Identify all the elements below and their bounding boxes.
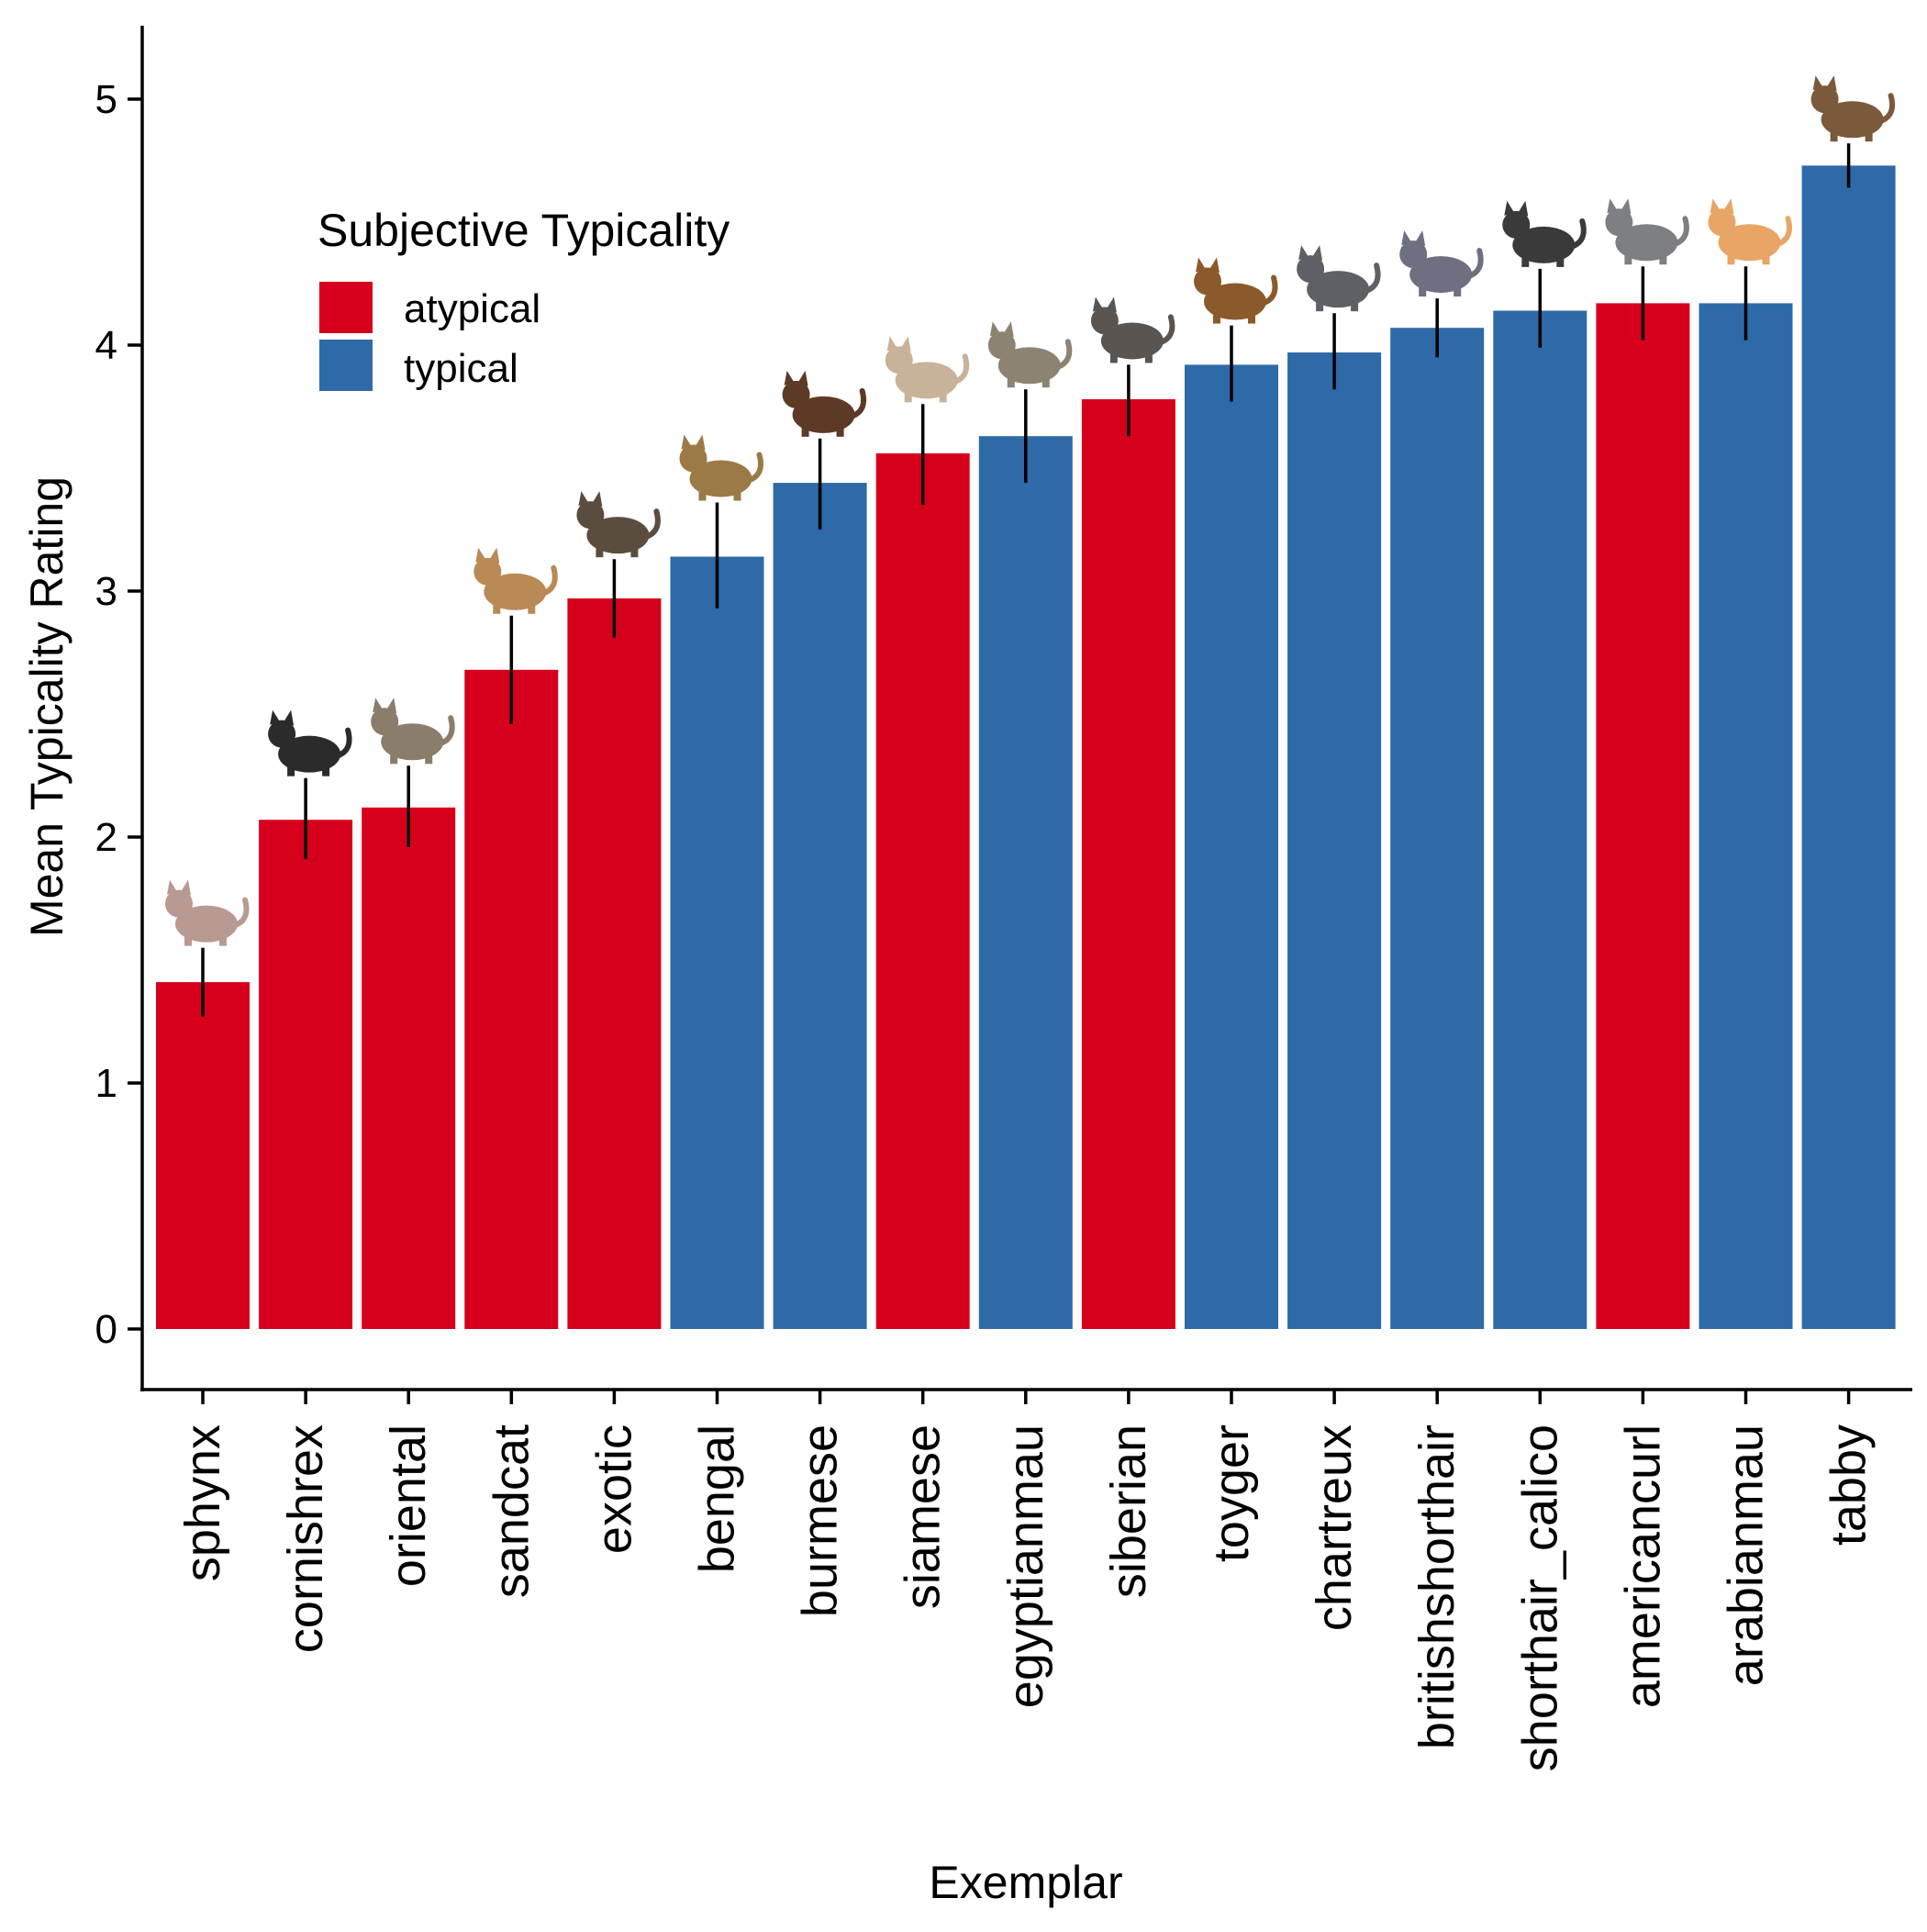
cat-image-bengal bbox=[679, 434, 763, 501]
x-tick-label-bengal: bengal bbox=[690, 1424, 745, 1573]
cat-image-siberian bbox=[1090, 296, 1175, 363]
x-tick-label-oriental: oriental bbox=[381, 1424, 436, 1587]
legend: Subjective Typicality atypical typical bbox=[317, 205, 730, 391]
cat-image-americancurl bbox=[1605, 198, 1689, 265]
cat-image-egyptianmau bbox=[987, 321, 1073, 388]
cat-image-arabianmau bbox=[1708, 198, 1792, 265]
x-tick-label-burmese: burmese bbox=[793, 1424, 848, 1617]
legend-label-typical: typical bbox=[404, 346, 518, 391]
x-tick-label-siamese: siamese bbox=[896, 1424, 951, 1609]
bar-toyger bbox=[1185, 364, 1278, 1329]
y-axis-title: Mean Typicality Rating bbox=[21, 476, 72, 937]
bar-tabby bbox=[1801, 165, 1896, 1329]
cat-image-toyger bbox=[1194, 257, 1278, 324]
x-tick-label-americancurl: americancurl bbox=[1615, 1424, 1670, 1708]
y-tick-label-5: 5 bbox=[95, 77, 117, 122]
bar-sphynx bbox=[156, 982, 250, 1329]
bar-arabianmau bbox=[1699, 303, 1793, 1329]
bar-bengal bbox=[670, 556, 764, 1329]
bar-shorthair_calico bbox=[1493, 310, 1587, 1329]
x-tick-label-britishshorthair: britishshorthair bbox=[1409, 1424, 1465, 1749]
cat-image-chartreux bbox=[1297, 245, 1381, 312]
bar-cornishrex bbox=[259, 820, 353, 1329]
cat-image-siamese bbox=[885, 336, 970, 403]
x-tick-label-toyger: toyger bbox=[1204, 1424, 1259, 1562]
legend-swatch-atypical bbox=[319, 282, 373, 333]
bar-britishshorthair bbox=[1390, 328, 1485, 1330]
legend-label-atypical: atypical bbox=[404, 286, 540, 331]
cat-image-burmese bbox=[782, 370, 867, 437]
cat-image-britishshorthair bbox=[1399, 230, 1484, 297]
bar-egyptianmau bbox=[978, 436, 1073, 1329]
bar-oriental bbox=[362, 807, 456, 1329]
x-axis-title: Exemplar bbox=[929, 1857, 1122, 1908]
cat-image-cornishrex bbox=[268, 709, 352, 776]
y-tick-label-3: 3 bbox=[95, 569, 117, 614]
x-tick-label-chartreux: chartreux bbox=[1307, 1424, 1362, 1631]
x-tick-label-egyptianmau: egyptianmau bbox=[998, 1424, 1053, 1708]
x-tick-label-exotic: exotic bbox=[586, 1424, 641, 1554]
bar-siamese bbox=[875, 452, 970, 1329]
cat-image-oriental bbox=[371, 698, 455, 765]
x-ticks-layer: sphynx cornishrex oriental sandcat exotic ben… bbox=[175, 1390, 1877, 1771]
y-tick-label-2: 2 bbox=[95, 815, 117, 860]
x-tick-label-arabianmau: arabianmau bbox=[1719, 1424, 1774, 1686]
cat-image-sandcat bbox=[473, 547, 558, 614]
x-tick-label-shorthair_calico: shorthair_calico bbox=[1512, 1424, 1567, 1771]
bar-siberian bbox=[1081, 399, 1175, 1329]
y-tick-label-4: 4 bbox=[95, 323, 117, 368]
x-tick-label-cornishrex: cornishrex bbox=[278, 1424, 333, 1653]
cat-images-layer bbox=[165, 75, 1896, 946]
x-tick-label-tabby: tabby bbox=[1821, 1424, 1877, 1546]
cat-image-sphynx bbox=[165, 879, 250, 946]
errorbars-layer bbox=[201, 143, 1851, 1017]
bar-americancurl bbox=[1596, 303, 1690, 1329]
bar-exotic bbox=[567, 598, 662, 1329]
y-ticks-layer: 0 1 2 3 4 5 bbox=[95, 77, 142, 1352]
bar-burmese bbox=[773, 483, 867, 1329]
legend-title: Subjective Typicality bbox=[317, 205, 730, 256]
x-tick-label-sphynx: sphynx bbox=[175, 1424, 230, 1581]
y-tick-label-0: 0 bbox=[95, 1307, 117, 1352]
bars-layer bbox=[156, 165, 1896, 1330]
legend-swatch-typical bbox=[319, 340, 373, 391]
cat-image-exotic bbox=[576, 491, 661, 558]
x-tick-label-sandcat: sandcat bbox=[484, 1424, 539, 1598]
y-tick-label-1: 1 bbox=[95, 1061, 117, 1106]
x-tick-label-siberian: siberian bbox=[1101, 1424, 1156, 1598]
bar-sandcat bbox=[464, 669, 559, 1329]
cat-image-shorthair_calico bbox=[1502, 200, 1587, 267]
bar-chartreux bbox=[1287, 352, 1382, 1329]
cat-image-tabby bbox=[1810, 75, 1896, 142]
